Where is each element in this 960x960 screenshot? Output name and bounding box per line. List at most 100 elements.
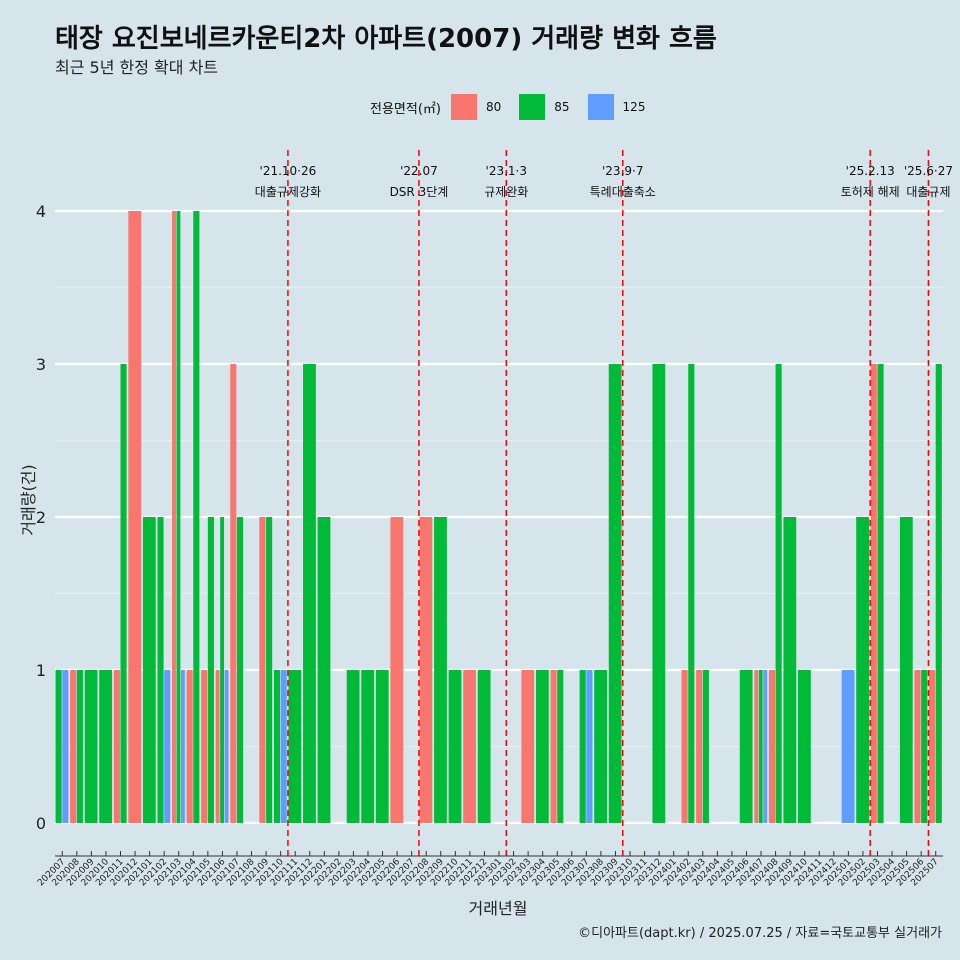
- bar-202305-85: [557, 670, 564, 823]
- bar-202408-80: [768, 670, 775, 823]
- bar-202503-85: [877, 364, 884, 823]
- y-tick-label: 3: [36, 355, 46, 374]
- bar-202506-85: [921, 670, 928, 823]
- event-date-label: '25.2.13: [846, 164, 895, 178]
- legend-key-125: [587, 94, 614, 120]
- bar-202104-80: [186, 670, 193, 823]
- bar-202011-80: [113, 670, 120, 823]
- legend-label-125: 125: [622, 100, 646, 114]
- bar-202203-85: [346, 670, 360, 823]
- bar-202408-85: [775, 364, 782, 823]
- bar-202506-80: [914, 670, 921, 823]
- event-date-label: '21.10·26: [260, 164, 317, 178]
- bar-202312-85: [652, 364, 666, 823]
- bar-202105-80: [201, 670, 208, 823]
- event-date-label: '23.1·3: [486, 164, 527, 178]
- bar-202409-85: [783, 517, 797, 823]
- bar-202007-125: [62, 670, 69, 823]
- event-date-label: '22.07: [400, 164, 438, 178]
- bar-202008-80: [70, 670, 77, 823]
- bar-202103-85: [176, 211, 181, 823]
- x-axis-label: 거래년월: [469, 899, 528, 918]
- bar-202109-85: [266, 517, 273, 823]
- bar-202307-125: [586, 670, 593, 823]
- bar-202111-85: [288, 670, 302, 823]
- bar-202407-125: [763, 670, 768, 823]
- bar-202103-125: [180, 670, 185, 823]
- bar-202110-125: [280, 670, 287, 823]
- legend-key-80: [450, 94, 477, 120]
- event-name-label: 특례대출축소: [590, 185, 656, 199]
- bar-202007-85: [55, 670, 62, 823]
- bar-202403-85: [702, 670, 709, 823]
- bar-202403-80: [696, 670, 703, 823]
- chart-legend: 전용면적(㎡) 80 85 125: [370, 93, 663, 121]
- bar-202210-85: [448, 670, 462, 823]
- bar-202110-85: [273, 670, 281, 823]
- event-name-label: 토허제 해제: [841, 185, 900, 199]
- bar-202011-85: [120, 364, 127, 823]
- bar-202304-85: [535, 670, 549, 823]
- legend-label-80: 80: [485, 100, 502, 114]
- legend-key-85: [519, 94, 546, 120]
- bar-202205-85: [375, 670, 389, 823]
- bar-202208-80: [419, 517, 433, 823]
- bar-202107-85: [236, 517, 244, 823]
- bar-202212-85: [477, 670, 491, 823]
- bar-202104-85: [193, 211, 200, 823]
- bar-202112-85: [303, 364, 316, 823]
- bar-202211-80: [463, 670, 476, 823]
- bar-202309-85: [608, 364, 622, 823]
- y-axis-label: 거래량(건): [19, 464, 38, 535]
- bar-202507-80: [929, 670, 936, 823]
- bar-202102-125: [164, 670, 171, 823]
- bar-202103-80: [172, 211, 176, 823]
- event-date-label: '23.9·7: [602, 164, 643, 178]
- bar-202107-80: [230, 364, 237, 823]
- bar-202106-85: [220, 517, 225, 823]
- bar-202502-85: [856, 517, 870, 823]
- bar-202008-85: [76, 670, 83, 823]
- page-title: 태장 요진보네르카운티2차 아파트(2007) 거래량 변화 흐름: [55, 24, 717, 54]
- bar-202507-85: [935, 364, 942, 823]
- bar-202410-85: [798, 670, 811, 823]
- bar-202209-85: [434, 517, 447, 823]
- source-caption: ©디아파트(dapt.kr) / 2025.07.25 / 자료=국토교통부 실…: [578, 926, 942, 941]
- bar-202505-85: [899, 517, 913, 823]
- bar-202106-125: [224, 670, 229, 823]
- event-name-label: 대출규제: [906, 185, 950, 199]
- event-name-label: 규제완화: [484, 185, 528, 199]
- bar-202102-85: [157, 517, 164, 823]
- bar-202407-85: [758, 670, 763, 823]
- bar-202009-85: [84, 670, 98, 823]
- legend-label-85: 85: [554, 100, 570, 114]
- event-name-label: DSR 3단계: [390, 185, 449, 199]
- y-tick-label: 2: [36, 508, 46, 527]
- bar-202101-85: [142, 517, 156, 823]
- bar-202106-80: [215, 670, 220, 823]
- bar-202206-80: [390, 517, 404, 823]
- bar-202201-85: [317, 517, 331, 823]
- bar-202308-85: [594, 670, 607, 823]
- bar-202204-85: [361, 670, 375, 823]
- event-date-label: '25.6·27: [904, 164, 953, 178]
- bar-202109-80: [259, 517, 266, 823]
- event-lines: '21.10·26 대출규제강화 '22.07 DSR 3단계 '23.1·3 규제완화 '…: [255, 150, 953, 856]
- bar-202307-85: [579, 670, 586, 823]
- bar-202012-80: [128, 211, 142, 823]
- bar-202105-85: [207, 517, 214, 823]
- page-subtitle: 최근 5년 한정 확대 차트: [55, 58, 219, 77]
- y-tick-label: 0: [36, 814, 46, 833]
- bar-202305-80: [550, 670, 557, 823]
- bars: [55, 211, 942, 823]
- bar-202503-80: [870, 364, 877, 823]
- bar-202402-80: [681, 670, 688, 823]
- event-name-label: 대출규제강화: [255, 185, 321, 199]
- bar-202406-85: [739, 670, 753, 823]
- y-tick-label: 1: [36, 661, 46, 680]
- legend-title: 전용면적(㎡): [370, 101, 441, 117]
- bar-202402-85: [688, 364, 695, 823]
- bar-202303-80: [521, 670, 535, 823]
- bar-202501-125: [841, 670, 855, 823]
